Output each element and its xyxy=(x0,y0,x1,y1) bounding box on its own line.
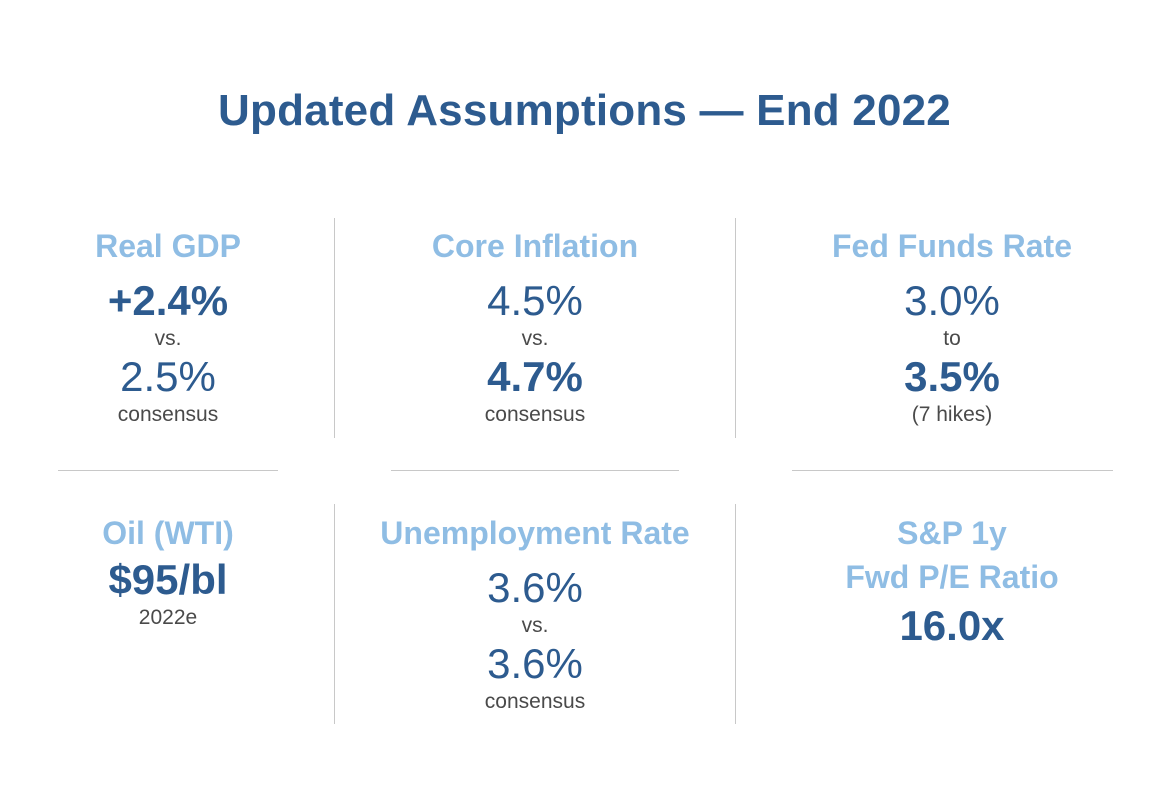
oil-card: Oil (WTI) $95/bl 2022e xyxy=(30,513,306,631)
divider-vertical xyxy=(334,218,335,438)
fed-funds-high: 3.5% xyxy=(904,353,1000,400)
fed-funds-low: 3.0% xyxy=(904,277,1000,324)
unemployment-forecast: 3.6% xyxy=(487,564,583,611)
core-inflation-heading: Core Inflation xyxy=(431,228,639,264)
page-title: Updated Assumptions — End 2022 xyxy=(218,86,951,135)
fed-funds-heading: Fed Funds Rate xyxy=(831,228,1072,264)
sp-pe-heading-line1: S&P 1y xyxy=(897,515,1007,551)
divider-horizontal xyxy=(792,470,1113,471)
fed-funds-card: Fed Funds Rate 3.0% to 3.5% (7 hikes) xyxy=(792,226,1112,428)
core-inflation-forecast: 4.5% xyxy=(487,277,583,324)
fed-funds-note: (7 hikes) xyxy=(911,403,993,426)
unemployment-consensus-value: 3.6% xyxy=(487,640,583,687)
real-gdp-note: consensus xyxy=(117,403,219,426)
fed-funds-connector: to xyxy=(943,327,961,350)
sp-pe-value: 16.0x xyxy=(899,602,1005,649)
unemployment-heading: Unemployment Rate xyxy=(380,515,690,551)
real-gdp-forecast: +2.4% xyxy=(107,277,229,324)
divider-horizontal xyxy=(58,470,278,471)
core-inflation-consensus-value: 4.7% xyxy=(487,353,583,400)
real-gdp-heading: Real GDP xyxy=(95,228,241,264)
oil-heading: Oil (WTI) xyxy=(102,515,234,551)
real-gdp-consensus-value: 2.5% xyxy=(120,353,216,400)
real-gdp-card: Real GDP +2.4% vs. 2.5% consensus xyxy=(30,226,306,428)
oil-note: 2022e xyxy=(138,606,198,629)
core-inflation-connector: vs. xyxy=(521,327,549,350)
real-gdp-connector: vs. xyxy=(154,327,182,350)
core-inflation-note: consensus xyxy=(484,403,586,426)
unemployment-connector: vs. xyxy=(521,614,549,637)
divider-vertical xyxy=(334,504,335,724)
core-inflation-card: Core Inflation 4.5% vs. 4.7% consensus xyxy=(385,226,685,428)
sp-pe-heading-line2: Fwd P/E Ratio xyxy=(845,559,1059,595)
oil-price: $95/bl xyxy=(108,556,228,603)
unemployment-card: Unemployment Rate 3.6% vs. 3.6% consensu… xyxy=(355,513,715,715)
divider-vertical xyxy=(735,218,736,438)
sp-pe-card: S&P 1y Fwd P/E Ratio 16.0x xyxy=(792,513,1112,651)
divider-horizontal xyxy=(391,470,679,471)
unemployment-note: consensus xyxy=(484,690,586,713)
divider-vertical xyxy=(735,504,736,724)
